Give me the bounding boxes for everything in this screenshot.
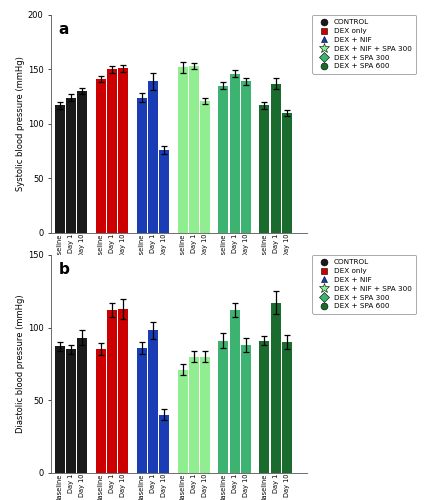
Bar [259, 340, 269, 472]
Bar [137, 98, 146, 232]
Bar [107, 70, 117, 232]
Bar [66, 98, 76, 232]
Bar [55, 346, 65, 472]
Bar [241, 82, 251, 233]
Bar [118, 68, 129, 232]
Bar [259, 106, 269, 232]
Bar [200, 356, 210, 472]
Bar [96, 349, 105, 472]
Bar [271, 303, 281, 472]
Bar [230, 310, 240, 472]
Bar [55, 106, 65, 232]
Bar [148, 82, 158, 233]
Bar [96, 79, 105, 233]
Bar [282, 113, 292, 232]
Bar [271, 84, 281, 233]
Bar [118, 308, 129, 472]
Text: b: b [59, 262, 70, 276]
Bar [218, 86, 228, 233]
Bar [77, 338, 88, 472]
Legend: CONTROL, DEX only, DEX + NIF, DEX + NIF + SPA 300, DEX + SPA 300, DEX + SPA 600: CONTROL, DEX only, DEX + NIF, DEX + NIF … [312, 15, 416, 74]
Bar [189, 66, 199, 232]
Legend: CONTROL, DEX only, DEX + NIF, DEX + NIF + SPA 300, DEX + SPA 300, DEX + SPA 600: CONTROL, DEX only, DEX + NIF, DEX + NIF … [312, 255, 416, 314]
Bar [282, 342, 292, 472]
Bar [77, 91, 88, 233]
Bar [200, 101, 210, 232]
Bar [178, 67, 187, 232]
Bar [189, 356, 199, 472]
Bar [159, 414, 170, 472]
Bar [241, 345, 251, 472]
Bar [178, 370, 187, 472]
Bar [66, 349, 76, 472]
Bar [159, 150, 170, 232]
Bar [137, 348, 146, 472]
Text: a: a [59, 22, 69, 36]
Bar [218, 340, 228, 472]
Bar [107, 310, 117, 472]
Bar [230, 74, 240, 233]
Y-axis label: Diastolic blood pressure (mmHg): Diastolic blood pressure (mmHg) [16, 294, 25, 433]
Y-axis label: Systolic blood pressure (mmHg): Systolic blood pressure (mmHg) [16, 56, 25, 191]
Bar [148, 330, 158, 472]
